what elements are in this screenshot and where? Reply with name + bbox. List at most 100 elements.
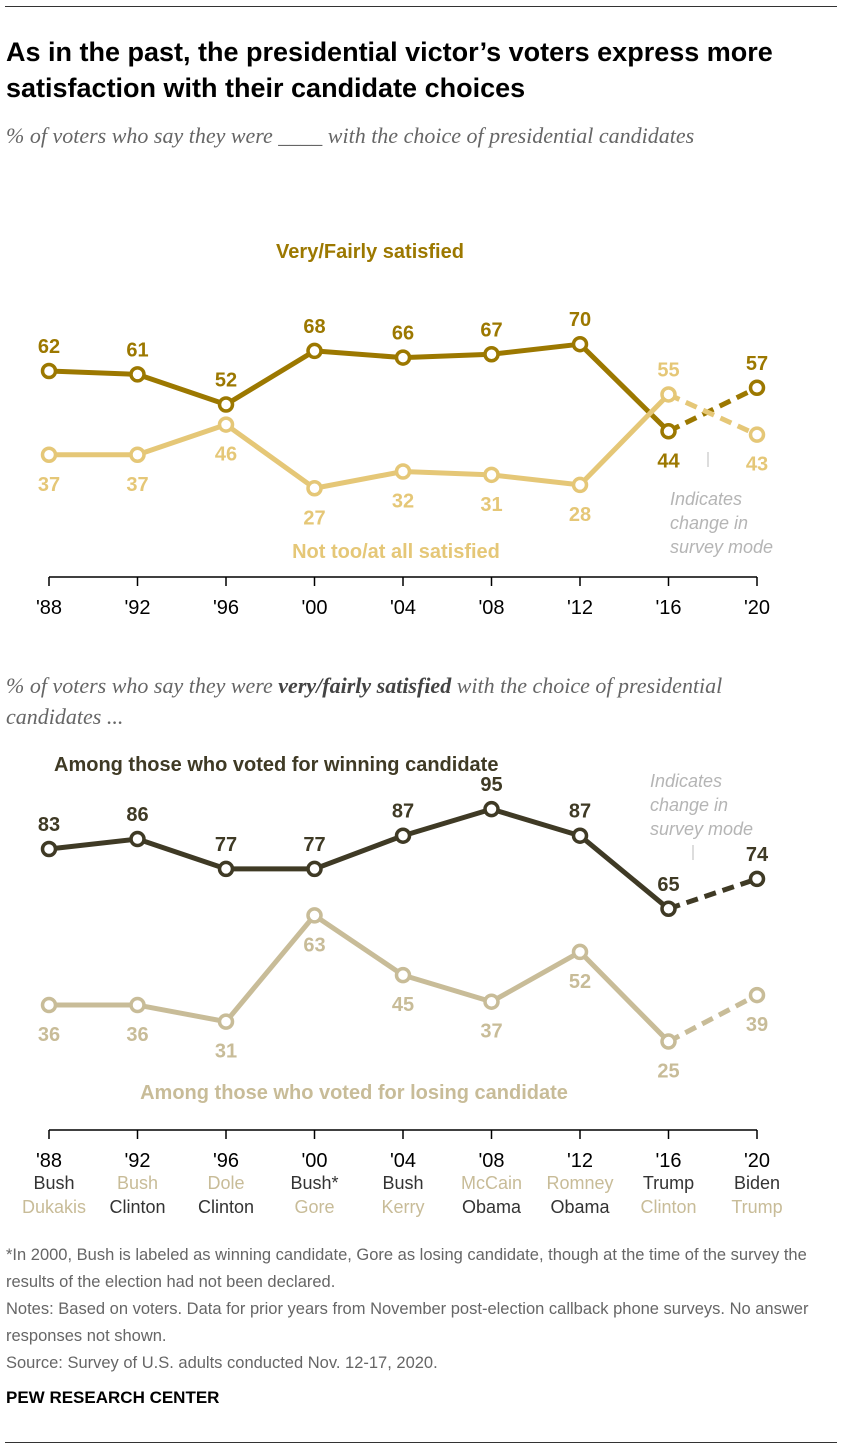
data-label: 87 bbox=[569, 801, 591, 823]
x-tick-label: '08 bbox=[478, 1150, 504, 1172]
data-point bbox=[748, 379, 766, 396]
data-point bbox=[306, 860, 323, 878]
annotation-text: change in bbox=[650, 795, 728, 815]
data-label: 43 bbox=[746, 454, 768, 476]
loser-name: Kerry bbox=[381, 1197, 424, 1217]
bottom-rule bbox=[5, 1442, 837, 1443]
annotation-text: Indicates bbox=[650, 771, 722, 791]
data-point bbox=[306, 907, 323, 924]
x-tick-label: '16 bbox=[655, 1150, 681, 1172]
data-point bbox=[129, 446, 146, 463]
data-label: 27 bbox=[303, 507, 325, 529]
data-point bbox=[129, 996, 146, 1014]
winner-name: Clinton bbox=[109, 1197, 165, 1217]
data-point bbox=[571, 335, 589, 353]
data-label: 45 bbox=[392, 994, 414, 1016]
x-tick-label: '92 bbox=[124, 1150, 150, 1172]
data-point bbox=[483, 993, 500, 1010]
winner-name: Obama bbox=[550, 1197, 610, 1217]
data-point bbox=[748, 426, 766, 443]
x-tick-label: '00 bbox=[301, 597, 327, 619]
data-point bbox=[748, 986, 766, 1004]
loser-name: Clinton bbox=[640, 1197, 696, 1217]
annotation-text: change in bbox=[670, 513, 748, 533]
data-label: 63 bbox=[303, 934, 325, 956]
data-label: 44 bbox=[657, 450, 680, 472]
data-point bbox=[571, 943, 589, 961]
data-point bbox=[571, 827, 589, 844]
data-label: 37 bbox=[38, 474, 60, 496]
series-line-dashed bbox=[667, 876, 758, 912]
series-line-dashed bbox=[667, 392, 759, 437]
subtitle-pre: % of voters who say they were bbox=[6, 673, 279, 698]
data-label: 46 bbox=[215, 444, 237, 466]
data-label: 55 bbox=[657, 359, 679, 381]
legend-label: Among those who voted for losing candida… bbox=[140, 1082, 568, 1104]
series-line bbox=[48, 341, 671, 434]
loser-name: McCain bbox=[461, 1173, 522, 1193]
annotation-text: survey mode bbox=[650, 819, 753, 839]
data-label: 77 bbox=[215, 834, 237, 856]
x-tick-label: '08 bbox=[478, 597, 504, 619]
legend-label: Among those who voted for winning candid… bbox=[54, 754, 498, 776]
data-point bbox=[571, 476, 589, 494]
legend-label: Not too/at all satisfied bbox=[292, 541, 500, 563]
data-label: 61 bbox=[126, 339, 148, 361]
data-label: 70 bbox=[569, 309, 591, 331]
data-label: 87 bbox=[392, 801, 414, 823]
x-tick-label: '20 bbox=[744, 1150, 770, 1172]
winner-name: Biden bbox=[734, 1173, 780, 1193]
data-point bbox=[40, 362, 58, 380]
data-point bbox=[483, 800, 500, 818]
winner-name: Bush bbox=[382, 1173, 423, 1193]
footnote-asterisk: *In 2000, Bush is labeled as winning can… bbox=[6, 1246, 807, 1291]
x-tick-label: '16 bbox=[655, 597, 681, 619]
chart-title: As in the past, the presidential victor’… bbox=[6, 37, 773, 103]
series-line-dashed bbox=[667, 992, 759, 1044]
loser-name: Dole bbox=[207, 1173, 244, 1193]
data-label: 52 bbox=[569, 971, 591, 993]
chart2-subtitle: % of voters who say they were very/fairl… bbox=[6, 670, 806, 732]
data-point bbox=[660, 386, 677, 403]
data-point bbox=[217, 416, 235, 433]
chart2: '88 '92 '96 '00 '04 '08 '12 '16 '20 83 86 77 77 87 95 8… bbox=[22, 754, 783, 1217]
winner-name: Obama bbox=[462, 1197, 522, 1217]
data-label: 31 bbox=[480, 494, 502, 516]
data-point bbox=[40, 446, 58, 463]
data-point bbox=[129, 830, 146, 848]
data-label: 39 bbox=[746, 1014, 768, 1036]
x-tick-label: '92 bbox=[124, 597, 150, 619]
x-tick-label: '12 bbox=[567, 597, 593, 619]
winner-name: Bush* bbox=[290, 1173, 338, 1193]
loser-name: Gore bbox=[294, 1197, 334, 1217]
x-tick-label: '00 bbox=[301, 1150, 327, 1172]
footnote-source: Source: Survey of U.S. adults conducted … bbox=[6, 1354, 438, 1372]
annotation-text: Indicates bbox=[670, 489, 742, 509]
data-label: 37 bbox=[126, 474, 148, 496]
data-label: 68 bbox=[303, 316, 325, 338]
data-point bbox=[40, 996, 58, 1014]
data-label: 52 bbox=[215, 370, 237, 392]
loser-name: Trump bbox=[731, 1197, 782, 1217]
data-point bbox=[660, 423, 677, 440]
series-line bbox=[48, 806, 671, 911]
data-point bbox=[483, 346, 500, 363]
data-label: 28 bbox=[569, 504, 591, 526]
data-point bbox=[394, 349, 412, 366]
data-point bbox=[748, 870, 766, 888]
data-point bbox=[483, 466, 500, 484]
subtitle-bold: very/fairly satisfied bbox=[278, 673, 452, 698]
winner-name: Clinton bbox=[198, 1197, 254, 1217]
data-label: 32 bbox=[392, 491, 414, 513]
data-label: 57 bbox=[746, 353, 768, 375]
x-tick-label: '96 bbox=[213, 1150, 239, 1172]
data-label: 67 bbox=[480, 319, 502, 341]
data-point bbox=[306, 342, 323, 360]
winner-name: Trump bbox=[643, 1173, 694, 1193]
data-point bbox=[40, 840, 58, 858]
series-line bbox=[49, 912, 671, 1044]
data-label: 74 bbox=[746, 844, 769, 866]
data-label: 66 bbox=[392, 323, 414, 345]
loser-name: Romney bbox=[546, 1173, 613, 1193]
